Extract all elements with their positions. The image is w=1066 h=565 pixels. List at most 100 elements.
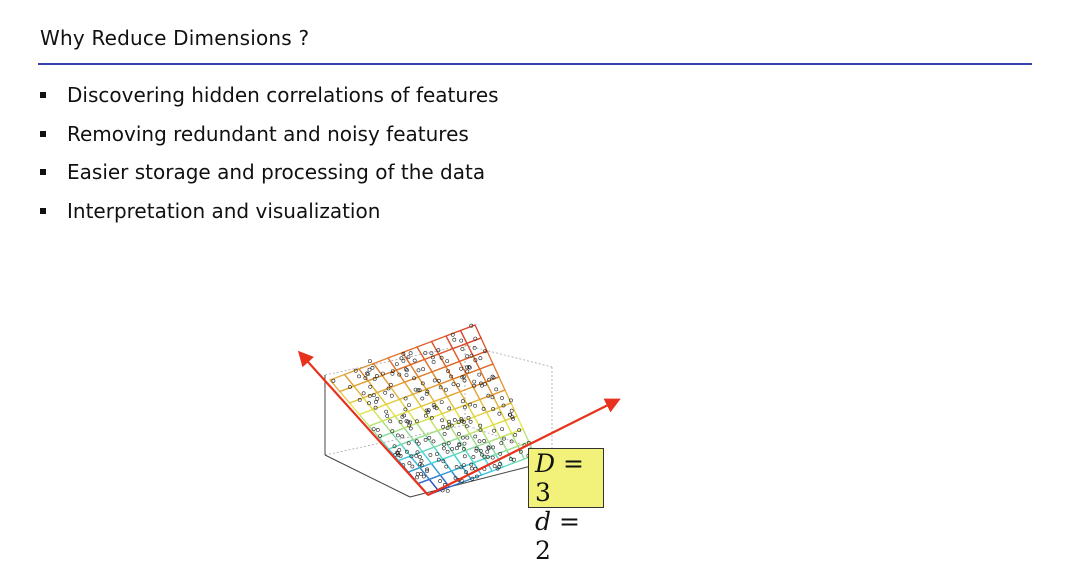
data-point (378, 434, 382, 438)
principal-axes-arrows (297, 350, 621, 496)
data-point (388, 382, 393, 387)
data-point (412, 376, 417, 381)
data-point (414, 453, 419, 458)
data-point (428, 453, 433, 457)
data-point (450, 447, 455, 451)
data-point (485, 449, 490, 454)
data-point (473, 403, 478, 408)
data-point (407, 403, 411, 408)
data-point (512, 457, 516, 462)
data-point (482, 454, 487, 459)
data-point (457, 442, 462, 447)
data-point (434, 406, 439, 411)
data-point (424, 392, 429, 396)
square-bullet-icon (40, 208, 46, 215)
data-point (412, 358, 417, 363)
data-point (478, 381, 483, 386)
data-point (420, 381, 425, 386)
data-point (406, 441, 411, 446)
data-point (449, 423, 454, 428)
data-point (478, 423, 483, 428)
red-arrow-right (427, 398, 621, 496)
data-point (365, 371, 369, 376)
data-point (518, 449, 523, 454)
data-point (438, 479, 443, 483)
data-point (445, 449, 450, 454)
data-point (397, 372, 402, 377)
data-point (517, 428, 522, 433)
data-point (501, 403, 506, 408)
data-point (431, 439, 436, 444)
data-point (420, 396, 425, 401)
data-point (462, 441, 467, 446)
data-point (427, 435, 432, 440)
data-point (445, 488, 450, 493)
data-point (384, 409, 389, 414)
data-point (440, 418, 445, 423)
data-point (467, 365, 471, 369)
data-point (477, 439, 482, 444)
data-point (469, 462, 474, 467)
data-point (462, 378, 467, 383)
data-point (469, 466, 474, 471)
data-point (415, 472, 420, 476)
data-point (381, 371, 385, 376)
data-point (434, 452, 439, 457)
data-point (468, 402, 473, 407)
data-point (404, 367, 408, 372)
data-point (468, 419, 473, 424)
data-point (461, 446, 466, 451)
data-point (509, 398, 513, 403)
data-point (367, 367, 372, 372)
data-point (452, 337, 457, 342)
data-point (494, 387, 499, 392)
data-point (444, 464, 449, 469)
data-point (368, 359, 372, 364)
data-point (456, 383, 461, 388)
data-point (446, 441, 451, 446)
data-point (370, 365, 375, 370)
data-point (406, 419, 411, 424)
data-point (423, 413, 428, 418)
axis-line (409, 464, 536, 498)
data-point (460, 479, 465, 484)
data-point (473, 434, 478, 439)
data-point (492, 428, 497, 433)
data-point (431, 360, 436, 364)
bullet-list: Discovering hidden correlations of featu… (40, 80, 499, 235)
data-point (460, 347, 465, 351)
data-point (490, 374, 495, 379)
data-point (465, 365, 470, 370)
data-point (408, 351, 413, 356)
data-point (465, 354, 470, 359)
data-point (375, 374, 379, 378)
data-point (331, 378, 336, 383)
data-point (469, 323, 474, 328)
bullet-item: Removing redundant and noisy features (40, 119, 499, 158)
data-point (425, 467, 430, 472)
data-point (459, 366, 464, 371)
data-point (348, 385, 352, 389)
data-point (444, 387, 448, 392)
data-point (400, 434, 405, 439)
data-point (491, 407, 496, 411)
data-point (480, 452, 484, 457)
data-point (421, 367, 426, 372)
data-point (397, 448, 402, 452)
data-point (416, 388, 421, 393)
data-point (474, 448, 479, 453)
data-point (472, 383, 477, 388)
data-point (423, 351, 428, 355)
data-point (357, 374, 361, 379)
data-point (513, 432, 518, 437)
data-point (478, 356, 483, 361)
data-point (450, 332, 455, 337)
data-point (465, 435, 470, 440)
data-point (445, 426, 450, 430)
data-point (486, 393, 491, 398)
slide-title: Why Reduce Dimensions ? (40, 26, 310, 50)
data-point (429, 416, 434, 420)
data-point (470, 476, 475, 481)
data-point (367, 401, 371, 406)
data-point (478, 448, 483, 453)
